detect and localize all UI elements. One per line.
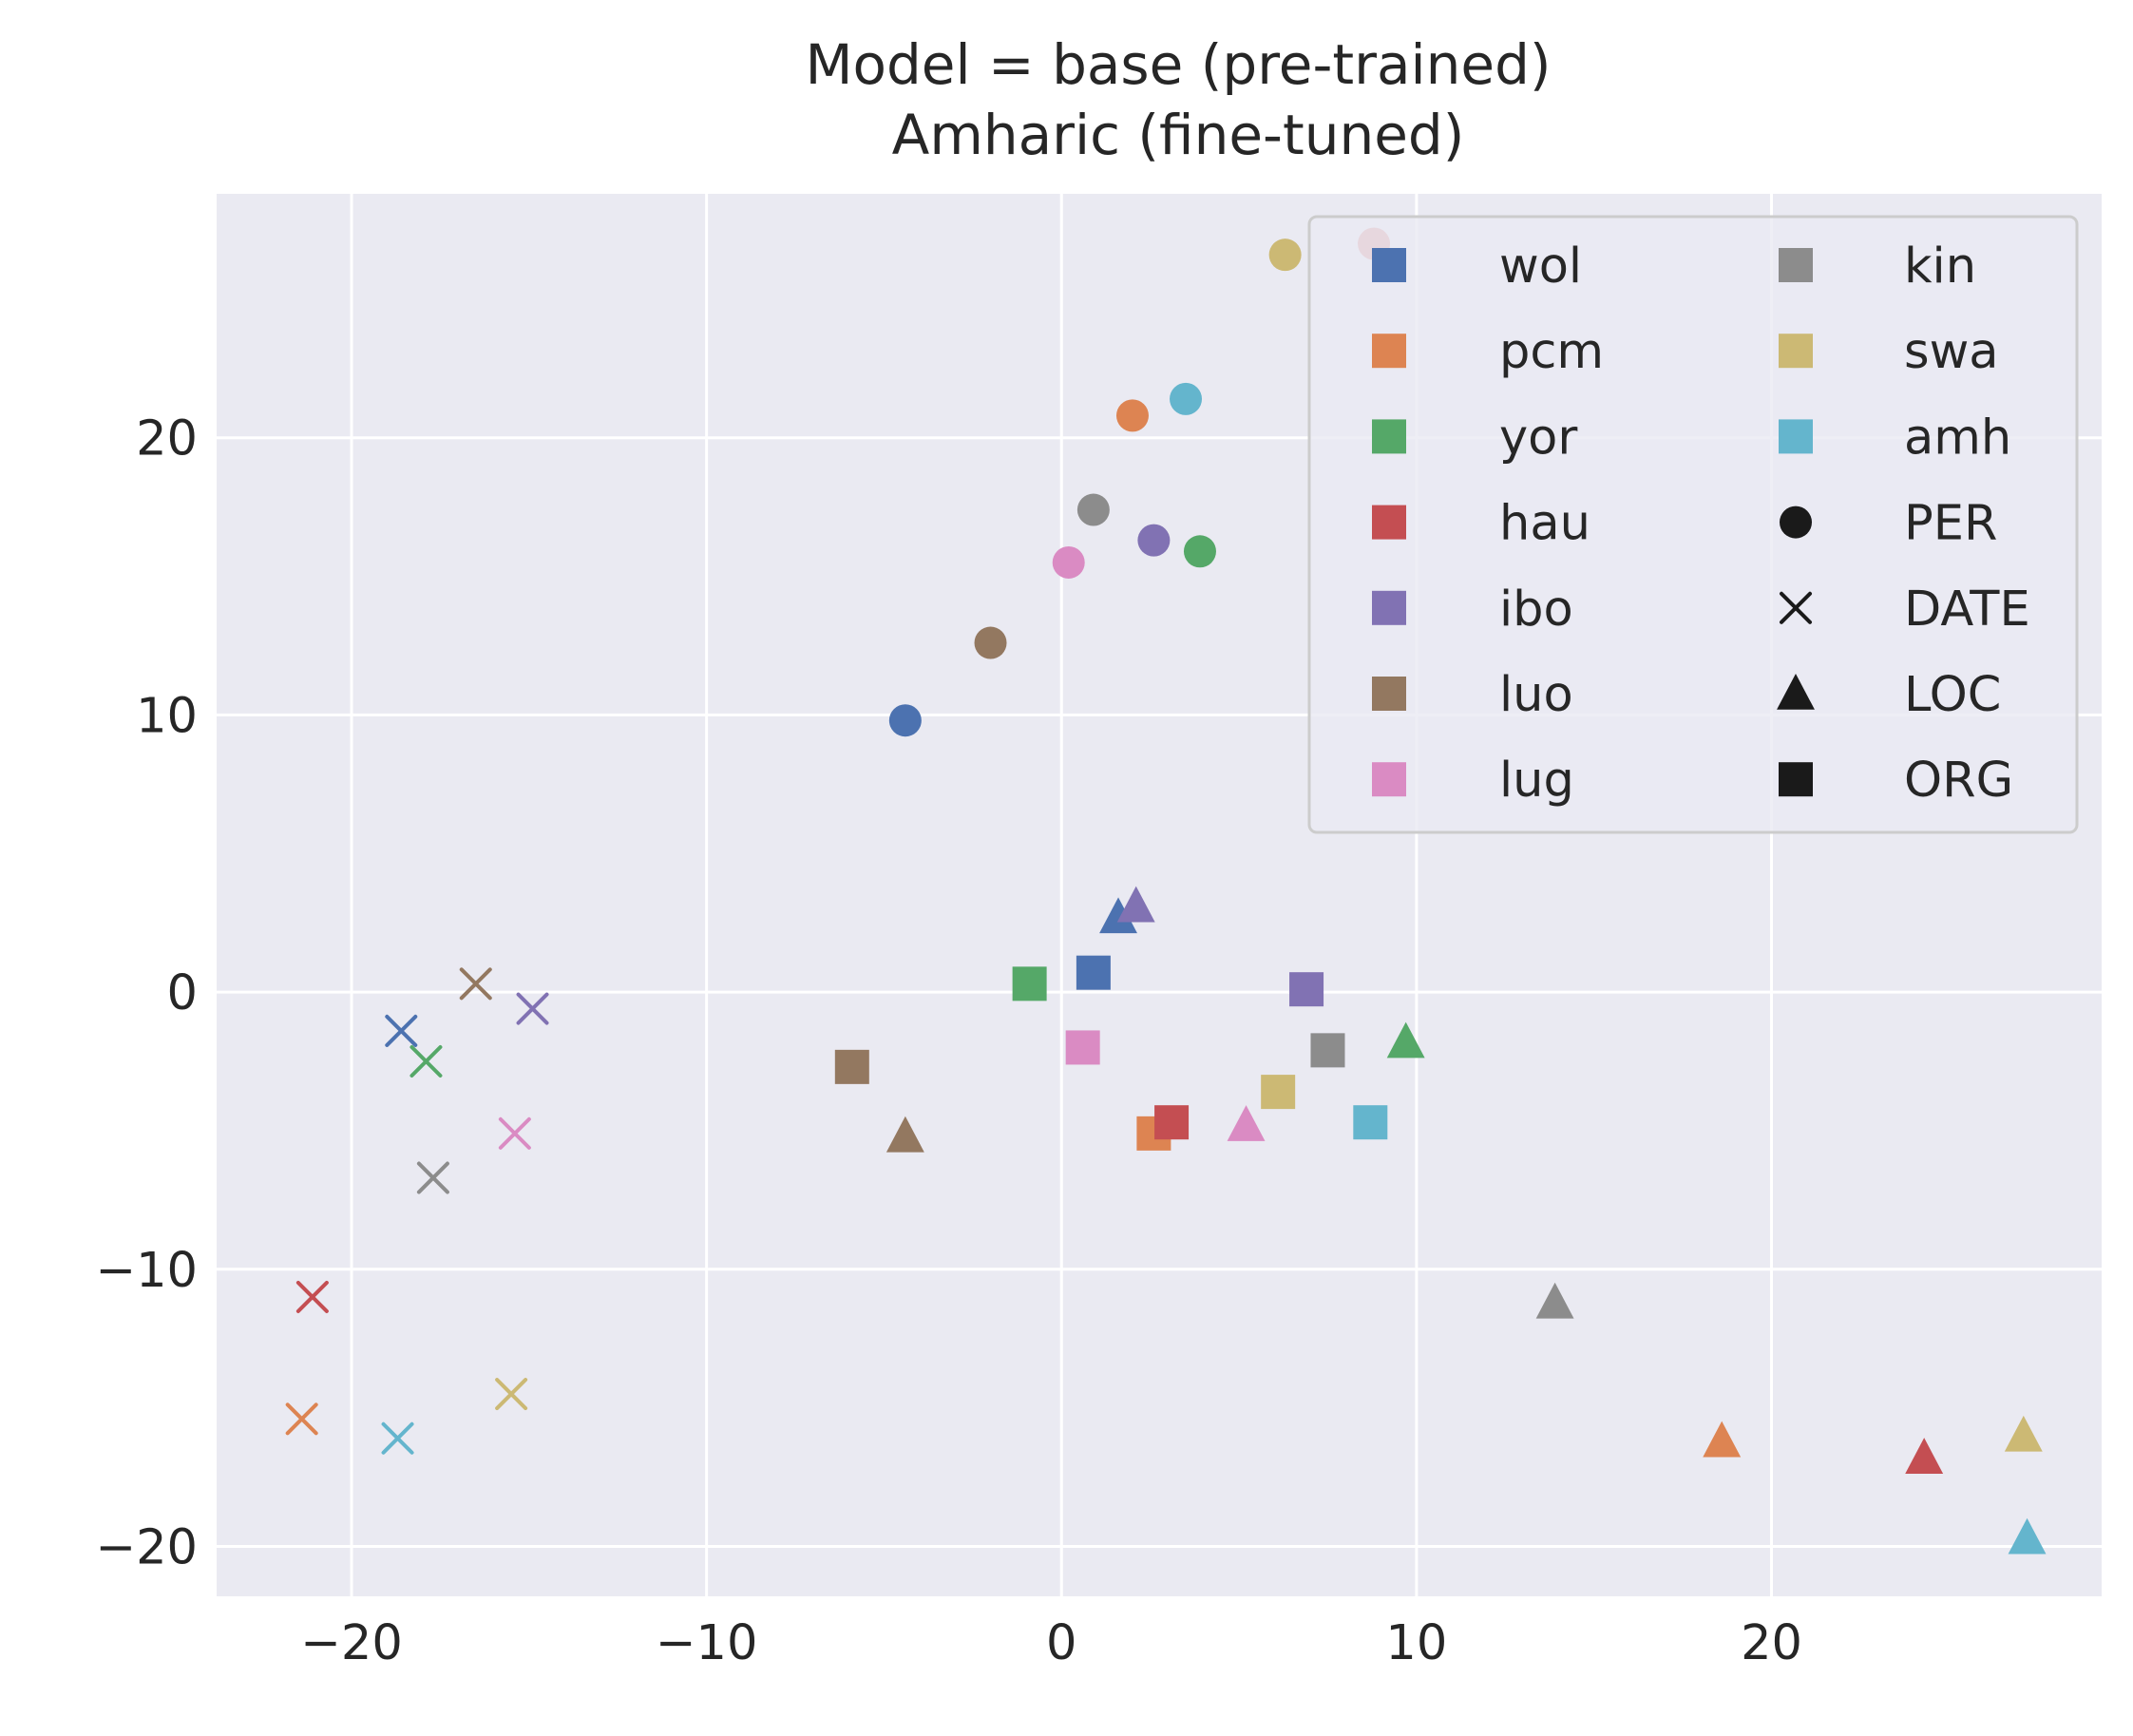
point-amh-org [1353,1105,1388,1140]
legend-marker-pcm [1372,334,1406,369]
x-tick-label: 10 [1385,1615,1447,1671]
legend-marker-org [1779,762,1813,797]
x-tick-label: 20 [1741,1615,1802,1671]
legend-marker-lug [1372,762,1406,797]
legend-marker-amh [1779,419,1813,454]
legend-marker-wol [1372,248,1406,282]
point-luo-loc [886,1116,924,1153]
point-pcm-loc [1703,1421,1742,1458]
point-pcm-per [1115,399,1149,432]
legend: wol pcm yor hau ibo luo lug kin swa amh PER DATE LOC… [1307,215,2079,834]
point-wol-per [888,704,922,737]
legend-marker-loc [1777,674,1815,710]
point-ibo-loc [1116,886,1155,923]
legend-label-hau: hau [1499,496,1590,552]
point-luo-org [834,1049,869,1084]
legend-label-ibo: ibo [1499,582,1573,638]
point-swa-loc [2004,1415,2043,1452]
tick-labels: −20 −10 0 10 20 −20 −10 0 10 20 [95,411,1802,1671]
point-lug-org [1065,1030,1100,1065]
legend-frame [1307,215,2079,834]
legend-label-luo: luo [1499,667,1573,723]
point-swa-per [1268,238,1302,272]
legend-marker-date [1780,591,1812,624]
chart-title: Model = base (pre-trained) [805,32,1551,97]
legend-label-per: PER [1904,496,1997,552]
x-tick-label: 0 [1046,1615,1076,1671]
legend-label-pcm: pcm [1499,324,1604,380]
point-yor-per [1183,535,1216,568]
point-yor-date [409,1045,443,1078]
point-ibo-per [1137,524,1171,557]
point-hau-date [295,1280,329,1313]
legend-label-date: DATE [1904,582,2030,638]
point-kin-loc [1535,1282,1574,1319]
point-amh-loc [2008,1517,2047,1555]
legend-marker-yor [1372,419,1406,454]
point-yor-org [1012,966,1047,1002]
legend-label-yor: yor [1499,410,1577,466]
legend-label-kin: kin [1904,238,1976,295]
point-swa-org [1261,1075,1296,1110]
legend-marker-hau [1372,505,1406,540]
chart-subtitle: Amharic (fine-tuned) [892,103,1465,167]
data-points [285,227,2047,1555]
legend-label-loc: LOC [1904,667,2001,723]
point-amh-per [1170,382,1203,415]
legend-label-swa: swa [1904,324,1999,380]
point-amh-date [381,1421,414,1455]
y-tick-label: −10 [95,1243,198,1299]
y-tick-label: 20 [136,411,198,467]
legend-marker-per [1780,506,1812,539]
legend-marker-swa [1779,334,1813,369]
y-tick-label: 10 [136,688,198,744]
y-tick-label: −20 [95,1519,198,1575]
x-tick-label: −20 [300,1615,403,1671]
point-ibo-date [516,992,549,1025]
point-kin-org [1310,1033,1345,1068]
point-yor-loc [1386,1021,1425,1059]
point-luo-date [459,967,492,1001]
point-lug-date [498,1116,531,1150]
point-wol-org [1076,955,1111,990]
point-wol-date [385,1014,418,1047]
point-hau-loc [1905,1438,1944,1474]
point-wol-loc [1099,897,1137,934]
legend-marker-ibo [1372,590,1406,625]
point-pcm-date [285,1402,318,1436]
point-kin-date [416,1161,449,1194]
legend-label-org: ORG [1904,753,2013,809]
legend-label-wol: wol [1499,238,1582,295]
y-tick-label: 0 [167,965,198,1021]
point-ibo-org [1289,972,1324,1007]
legend-marker-kin [1779,248,1813,282]
point-hau-org [1154,1105,1190,1140]
legend-label-lug: lug [1499,753,1574,809]
point-luo-per [974,626,1007,659]
x-tick-label: −10 [656,1615,758,1671]
point-lug-per [1052,545,1085,579]
legend-marker-luo [1372,677,1406,711]
legend-label-amh: amh [1904,410,2011,466]
point-lug-loc [1227,1105,1266,1141]
point-kin-per [1076,493,1110,526]
point-swa-date [495,1378,528,1411]
